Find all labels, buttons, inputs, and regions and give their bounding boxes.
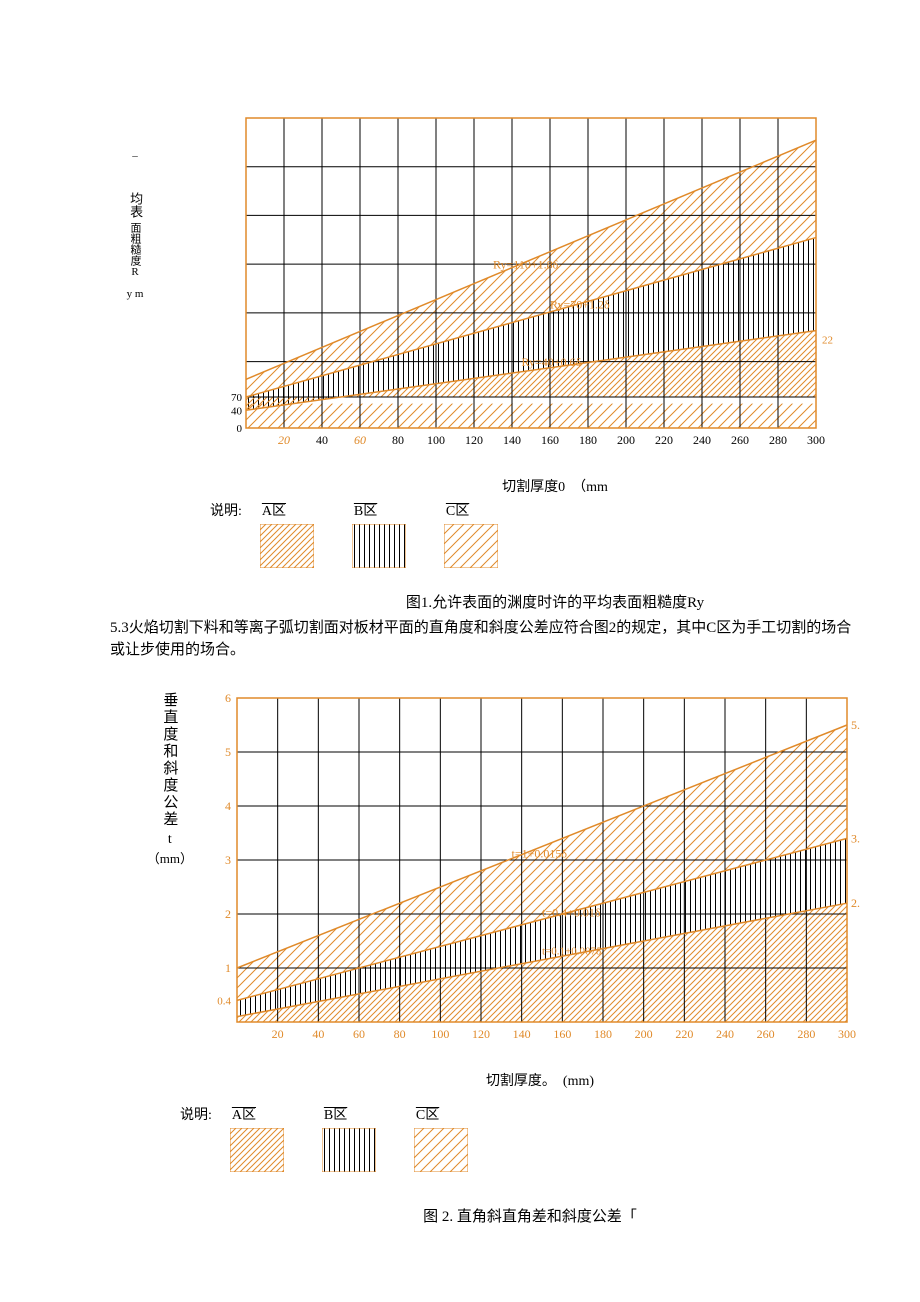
svg-text:300: 300: [838, 1027, 856, 1041]
svg-text:2.2: 2.2: [851, 896, 860, 910]
svg-text:2: 2: [225, 907, 231, 921]
svg-text:70: 70: [231, 392, 243, 404]
svg-text:120: 120: [465, 433, 483, 447]
legend-item-B区: B区: [352, 500, 406, 573]
svg-text:t=0.4+0.01δ: t=0.4+0.01δ: [542, 905, 601, 919]
svg-text:Ry=110+1.8δ: Ry=110+1.8δ: [493, 258, 559, 272]
svg-text:300: 300: [807, 433, 825, 447]
legend-item-A区: A区: [230, 1104, 284, 1177]
chart1-ylabel-sub: 面粗糙度R: [129, 218, 141, 278]
svg-text:Ry=70+1.2δ: Ry=70+1.2δ: [550, 297, 610, 311]
svg-text:6: 6: [225, 692, 231, 705]
svg-text:200: 200: [634, 1027, 652, 1041]
svg-text:220: 220: [675, 1027, 693, 1041]
svg-text:60: 60: [354, 433, 366, 447]
svg-text:280: 280: [769, 433, 787, 447]
svg-text:5: 5: [225, 745, 231, 759]
svg-text:60: 60: [353, 1027, 365, 1041]
svg-text:200: 200: [617, 433, 635, 447]
svg-text:0: 0: [237, 423, 243, 435]
svg-text:3: 3: [225, 853, 231, 867]
svg-text:240: 240: [693, 433, 711, 447]
chart2: 垂直度和斜度公差 t （mm） 20 40 60 80 100 120 140 160 180 2…: [110, 692, 860, 1177]
svg-text:5.5: 5.5: [851, 718, 860, 732]
paragraph: 5.3火焰切割下料和等离子弧切割面对板材平面的直角度和斜度公差应符合图2的规定，…: [110, 618, 860, 662]
svg-text:220: 220: [655, 433, 673, 447]
svg-text:20: 20: [271, 1027, 283, 1041]
svg-text:3.4: 3.4: [851, 831, 860, 845]
svg-text:80: 80: [392, 433, 404, 447]
svg-text:40: 40: [312, 1027, 324, 1041]
svg-text:100: 100: [431, 1027, 449, 1041]
chart1-ylabel-main: 均表: [128, 162, 142, 218]
svg-text:140: 140: [503, 433, 521, 447]
svg-text:160: 160: [541, 433, 559, 447]
svg-text:t=1+0.015δ: t=1+0.015δ: [511, 846, 567, 860]
svg-text:0.4: 0.4: [217, 995, 231, 1007]
legend-item-B区: B区: [322, 1104, 376, 1177]
svg-text:4: 4: [225, 799, 231, 813]
chart1-xlabel: 切割厚度0 （mm: [210, 476, 860, 496]
chart1-svg: 2040608010012014016018020022024026028030…: [206, 110, 846, 470]
svg-text:1: 1: [225, 961, 231, 975]
svg-text:20: 20: [278, 433, 290, 447]
svg-text:120: 120: [472, 1027, 490, 1041]
chart2-xlabel: 切割厚度。 (mm): [180, 1070, 860, 1090]
svg-text:140: 140: [512, 1027, 530, 1041]
chart1: – 均表 面粗糙度R y m 2040608010012014016018020…: [110, 110, 860, 573]
svg-text:180: 180: [579, 433, 597, 447]
svg-text:40: 40: [316, 433, 328, 447]
legend-item-C区: C区: [444, 500, 498, 573]
chart1-yunit: y m: [127, 288, 144, 300]
legend1: 说明: A区B区C区: [210, 500, 860, 573]
svg-text:260: 260: [756, 1027, 774, 1041]
legend-item-A区: A区: [260, 500, 314, 573]
chart2-yunit: （mm）: [147, 848, 193, 867]
svg-text:t=0.1+0.007δ: t=0.1+0.007δ: [542, 945, 601, 957]
legend-item-C区: C区: [414, 1104, 468, 1177]
chart2-svg: 2040608010012014016018020022024026028030…: [203, 692, 860, 1062]
svg-text:40: 40: [231, 405, 243, 417]
svg-text:180: 180: [594, 1027, 612, 1041]
svg-text:22: 22: [822, 334, 833, 346]
svg-text:80: 80: [393, 1027, 405, 1041]
legend2: 说明: A区B区C区: [180, 1104, 860, 1177]
caption1: 图1.允许表面的渊度时许的平均表面粗糙度Ry: [110, 591, 860, 612]
svg-text:Ry=40+0.6δ: Ry=40+0.6δ: [522, 355, 582, 369]
svg-text:280: 280: [797, 1027, 815, 1041]
svg-text:160: 160: [553, 1027, 571, 1041]
svg-text:100: 100: [427, 433, 445, 447]
chart2-ysym: t: [168, 832, 172, 848]
svg-text:240: 240: [716, 1027, 734, 1041]
svg-text:260: 260: [731, 433, 749, 447]
caption2: 图 2. 直角斜直角差和斜度公差「: [110, 1205, 860, 1226]
chart2-ylabel: 垂直度和斜度公差: [159, 692, 180, 828]
